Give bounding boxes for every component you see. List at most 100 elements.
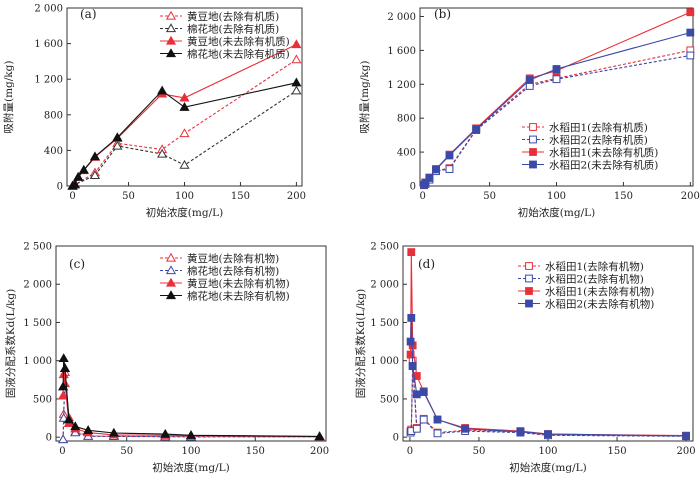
data-point <box>291 54 302 64</box>
data-point <box>425 174 434 182</box>
panel-4: 0 50 100 150 200 0 500 1 000 1 500 2 000 2 500 初始浓度… <box>354 242 696 475</box>
panel-tag: (c) <box>69 257 85 271</box>
data-point <box>407 313 416 322</box>
legend-marker <box>165 23 177 33</box>
legend-entry: 棉花地(未去除有机物) <box>187 289 290 302</box>
legend-marker <box>165 10 177 20</box>
x-tick-label: 50 <box>483 191 496 202</box>
x-tick-label: 100 <box>181 446 200 457</box>
data-point <box>412 372 421 380</box>
data-point <box>291 85 302 95</box>
data-point <box>160 428 171 438</box>
legend-entry: 水稻田2(未去除有机质) <box>549 158 658 171</box>
data-point <box>58 434 69 444</box>
x-tick-label: 0 <box>407 446 413 457</box>
series-line <box>62 374 320 438</box>
y-tick-label: 1 500 <box>370 318 399 329</box>
legend-entry: 黄豆地(未去除有机质) <box>187 35 290 48</box>
legend-marker <box>165 48 177 58</box>
data-point <box>314 431 325 441</box>
series-line <box>62 358 320 437</box>
series-4 <box>406 313 690 440</box>
data-point <box>179 92 190 102</box>
legend-marker <box>165 35 177 45</box>
y-tick-label: 0 <box>393 433 399 444</box>
x-tick-label: 50 <box>473 446 486 457</box>
y-tick-label: 1 000 <box>370 356 399 367</box>
panel-1: 0 50 100 150 200 0 400 800 1 200 1 600 2 000 初始浓度(m… <box>2 4 306 220</box>
legend-entry: 棉花地(去除有机物) <box>187 264 279 277</box>
y-tick-label: 500 <box>380 394 399 405</box>
y-tick-label: 800 <box>397 114 416 125</box>
y-tick-label: 1 200 <box>387 80 416 91</box>
data-point <box>406 337 415 346</box>
y-tick-label: 1 600 <box>387 46 416 57</box>
series-4 <box>420 28 695 189</box>
data-point <box>412 390 421 399</box>
y-tick-label: 0 <box>46 433 52 444</box>
data-point <box>58 353 69 363</box>
x-axis-label: 初始浓度(mg/L) <box>152 461 229 474</box>
data-point <box>552 65 561 73</box>
y-tick-label: 400 <box>397 148 416 159</box>
x-tick-label: 100 <box>175 191 194 202</box>
legend: 水稻田1(去除有机质)水稻田2(去除有机质)水稻田1(未去除有机质)水稻田2(未… <box>522 121 658 171</box>
legend-entry: 水稻田2(去除有机质) <box>549 133 648 146</box>
series-1 <box>406 356 690 440</box>
data-point <box>433 429 442 438</box>
panel-tag: (a) <box>80 7 97 21</box>
y-tick-label: 800 <box>44 110 63 121</box>
data-point <box>89 151 101 161</box>
data-point <box>73 171 84 181</box>
x-tick-label: 50 <box>120 446 133 457</box>
data-point <box>406 350 415 359</box>
series-2 <box>406 362 690 441</box>
data-point <box>472 125 481 134</box>
data-point <box>432 165 440 174</box>
legend-entry: 水稻田1(未去除有机物) <box>545 285 654 298</box>
y-axis-label: 固液分配系数Kd(L/kg) <box>354 289 367 398</box>
x-tick-label: 0 <box>419 191 425 202</box>
y-tick-label: 0 <box>410 182 416 193</box>
legend-entry: 黄豆地(未去除有机物) <box>187 277 290 290</box>
panel-tag: (b) <box>434 7 451 21</box>
y-tick-label: 400 <box>44 146 63 157</box>
legend-marker <box>525 299 533 308</box>
legend-marker <box>525 274 533 283</box>
data-point <box>419 415 428 424</box>
x-tick-label: 150 <box>608 446 627 457</box>
data-point <box>59 363 71 373</box>
x-tick-label: 50 <box>122 191 135 202</box>
data-point <box>544 430 552 439</box>
legend-entry: 黄豆地(去除有机物) <box>187 252 279 265</box>
data-point <box>179 159 190 169</box>
x-tick-label: 150 <box>614 191 633 202</box>
data-point <box>525 76 534 84</box>
y-axis-label: 吸附量(mg/kg) <box>358 61 371 134</box>
legend: 黄豆地(去除有机质)棉花地(去除有机质)黄豆地(未去除有机质)棉花地(未去除有机… <box>160 10 290 60</box>
data-point <box>421 178 430 187</box>
legend-marker <box>165 252 177 262</box>
y-tick-label: 2 000 <box>23 280 52 291</box>
legend-entry: 棉花地(未去除有机质) <box>187 47 290 60</box>
series-1 <box>67 54 302 190</box>
data-point <box>516 427 525 436</box>
data-point <box>63 414 74 424</box>
x-tick-label: 0 <box>69 191 75 202</box>
data-point <box>445 151 454 160</box>
series-line <box>410 366 687 437</box>
data-point <box>445 165 454 173</box>
data-point <box>69 179 80 188</box>
panel-2: 0 50 100 150 200 0 400 800 1 200 1 600 2 000 初始浓度(m… <box>358 7 700 219</box>
y-tick-label: 1 000 <box>23 356 52 367</box>
data-point <box>112 132 123 142</box>
data-point <box>185 430 197 439</box>
series-3 <box>58 369 325 441</box>
data-point <box>291 39 302 49</box>
data-point <box>433 415 442 424</box>
x-tick-label: 100 <box>538 446 557 457</box>
data-point <box>682 432 690 440</box>
data-point <box>83 425 94 434</box>
x-tick-label: 150 <box>231 191 250 202</box>
